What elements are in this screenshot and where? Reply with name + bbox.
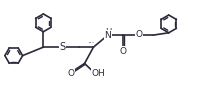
- Text: OH: OH: [91, 69, 105, 78]
- Text: N: N: [105, 31, 111, 40]
- Text: S: S: [59, 42, 65, 52]
- Text: O: O: [119, 47, 126, 56]
- Text: H: H: [105, 28, 111, 37]
- Text: O: O: [136, 30, 143, 39]
- Text: ···: ···: [87, 39, 94, 48]
- Text: O: O: [68, 69, 75, 78]
